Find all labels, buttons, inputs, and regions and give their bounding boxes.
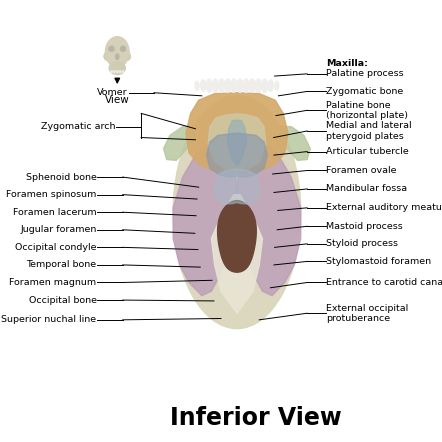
Text: Mandibular fossa: Mandibular fossa xyxy=(326,184,408,194)
Text: Articular tubercle: Articular tubercle xyxy=(326,147,409,156)
Text: External auditory meatus: External auditory meatus xyxy=(326,203,442,212)
Text: Styloid process: Styloid process xyxy=(326,239,398,248)
Text: Palatine process: Palatine process xyxy=(326,69,404,78)
Ellipse shape xyxy=(255,79,262,93)
Text: External occipital
protuberance: External occipital protuberance xyxy=(326,304,408,323)
Text: Occipital bone: Occipital bone xyxy=(29,296,96,305)
Text: Foramen lacerum: Foramen lacerum xyxy=(13,208,96,217)
Ellipse shape xyxy=(116,70,118,73)
Text: Palatine bone
(horizontal plate): Palatine bone (horizontal plate) xyxy=(326,101,408,120)
Ellipse shape xyxy=(274,81,279,91)
Text: Occipital condyle: Occipital condyle xyxy=(15,243,96,252)
Text: Zygomatic bone: Zygomatic bone xyxy=(326,87,404,96)
Ellipse shape xyxy=(225,79,231,93)
Polygon shape xyxy=(217,201,256,272)
Text: Mastoid process: Mastoid process xyxy=(326,222,403,231)
Ellipse shape xyxy=(249,79,255,93)
Text: Jugular foramen: Jugular foramen xyxy=(20,225,96,234)
Ellipse shape xyxy=(116,54,119,59)
Polygon shape xyxy=(206,133,267,177)
Ellipse shape xyxy=(105,37,129,67)
Ellipse shape xyxy=(218,79,225,93)
Polygon shape xyxy=(237,137,301,296)
Ellipse shape xyxy=(261,79,268,93)
Polygon shape xyxy=(173,137,237,296)
Text: Inferior View: Inferior View xyxy=(170,406,342,430)
Text: Zygomatic arch: Zygomatic arch xyxy=(41,122,115,131)
Text: Medial and lateral
pterygoid plates: Medial and lateral pterygoid plates xyxy=(326,121,412,141)
Text: Maxilla:: Maxilla: xyxy=(326,59,368,68)
Text: Foramen ovale: Foramen ovale xyxy=(326,166,397,175)
Ellipse shape xyxy=(268,80,274,92)
Polygon shape xyxy=(164,126,195,160)
Ellipse shape xyxy=(104,52,112,61)
Ellipse shape xyxy=(123,52,131,61)
Text: Temporal bone: Temporal bone xyxy=(27,260,96,270)
Ellipse shape xyxy=(237,79,243,93)
Ellipse shape xyxy=(173,96,301,328)
Ellipse shape xyxy=(200,80,206,92)
Text: Sphenoid bone: Sphenoid bone xyxy=(26,172,96,182)
Ellipse shape xyxy=(122,70,124,73)
Polygon shape xyxy=(211,194,263,313)
Ellipse shape xyxy=(109,46,114,52)
Polygon shape xyxy=(227,120,247,165)
Ellipse shape xyxy=(120,46,126,52)
Ellipse shape xyxy=(119,70,121,73)
Text: Foramen spinosum: Foramen spinosum xyxy=(6,190,96,199)
Ellipse shape xyxy=(212,79,219,93)
Polygon shape xyxy=(186,93,288,173)
Ellipse shape xyxy=(113,70,115,73)
Ellipse shape xyxy=(195,81,199,91)
Text: Vomer: Vomer xyxy=(97,88,128,97)
Ellipse shape xyxy=(231,79,237,93)
Polygon shape xyxy=(215,169,259,204)
Ellipse shape xyxy=(109,61,126,75)
Text: Foramen magnum: Foramen magnum xyxy=(9,278,96,287)
Polygon shape xyxy=(278,126,310,160)
Ellipse shape xyxy=(206,79,213,93)
Text: Superior nuchal line: Superior nuchal line xyxy=(1,315,96,324)
Text: View: View xyxy=(105,95,130,104)
Ellipse shape xyxy=(110,70,113,73)
Text: Stylomastoid foramen: Stylomastoid foramen xyxy=(326,257,431,266)
Ellipse shape xyxy=(243,79,249,93)
Text: Entrance to carotid canal: Entrance to carotid canal xyxy=(326,278,442,287)
Polygon shape xyxy=(208,114,266,170)
